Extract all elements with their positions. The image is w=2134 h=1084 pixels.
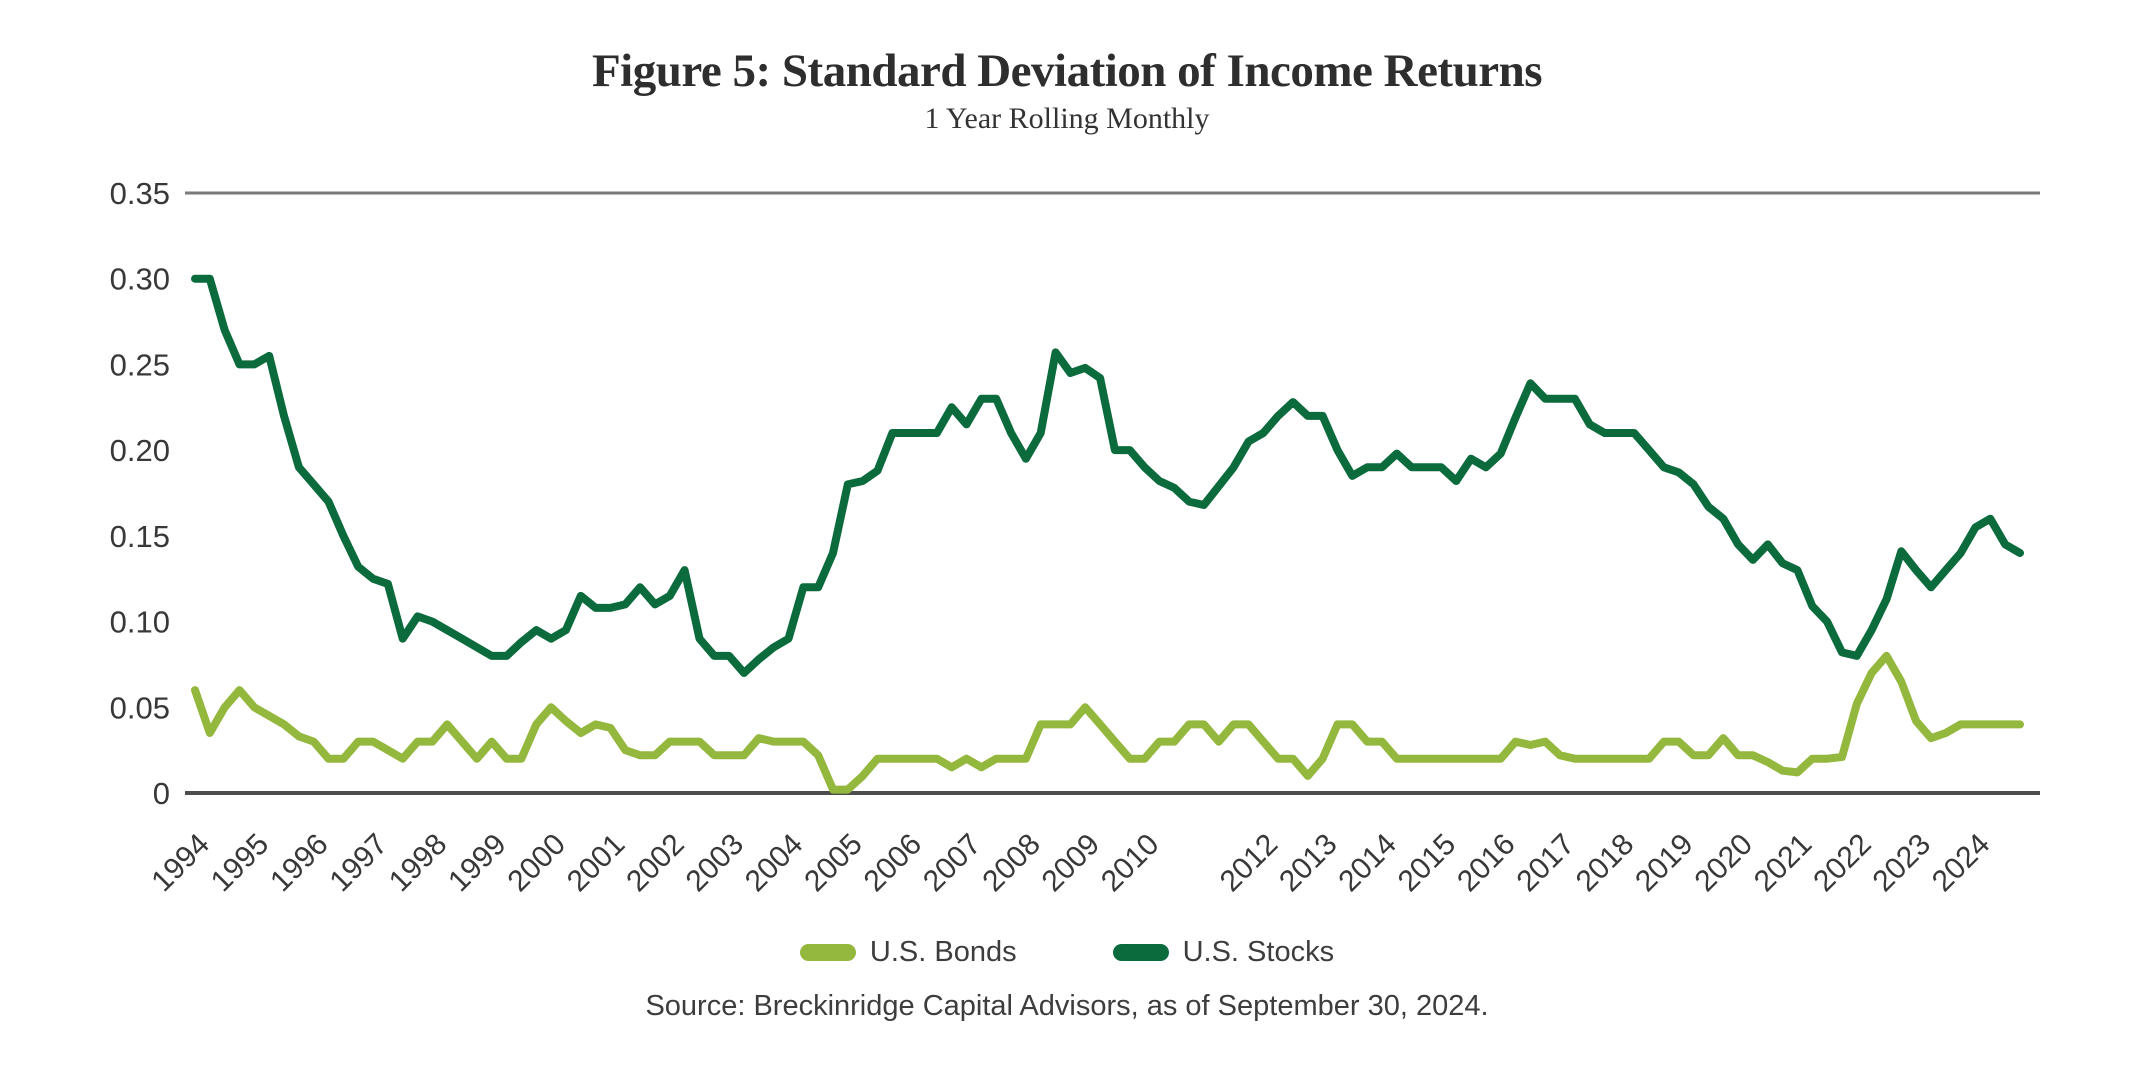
chart-subtitle: 1 Year Rolling Monthly: [924, 102, 1210, 135]
stocks-line-swatch-icon: [1112, 944, 1169, 961]
x-tick-label: 1995: [205, 828, 276, 899]
y-tick-label: 0.10: [110, 605, 170, 640]
x-tick-label: 2005: [798, 828, 869, 899]
legend-item-bonds: U.S. Bonds: [799, 936, 1017, 969]
x-tick-label: 2023: [1867, 828, 1938, 899]
x-tick-label: 2001: [561, 828, 632, 899]
x-tick-label: 2020: [1689, 828, 1760, 899]
x-tick-label: 2022: [1807, 828, 1878, 899]
bonds-line-swatch-icon: [799, 944, 856, 961]
x-tick-label: 2000: [502, 828, 573, 899]
x-tick-label: 2024: [1926, 828, 1997, 899]
x-tick-label: 1998: [383, 828, 454, 899]
chart-title: Figure 5: Standard Deviation of Income R…: [591, 45, 1543, 97]
x-tick-label: 2015: [1392, 828, 1463, 899]
chart-legend: U.S. Bonds U.S. Stocks: [0, 936, 2134, 969]
x-tick-label: 2004: [739, 828, 810, 899]
x-tick-label: 2009: [1036, 828, 1107, 899]
u-s-bonds-line: [191, 651, 2024, 794]
x-tick-label: 2007: [917, 828, 988, 899]
u-s-stocks-line: [191, 274, 2024, 677]
legend-item-stocks: U.S. Stocks: [1112, 936, 1335, 969]
x-tick-label: 2018: [1570, 828, 1641, 899]
x-tick-label: 2016: [1451, 828, 1522, 899]
x-tick-label: 2012: [1214, 828, 1285, 899]
x-tick-label: 2010: [1095, 828, 1166, 899]
x-tick-label: 2021: [1748, 828, 1819, 899]
x-tick-label: 1997: [323, 828, 394, 899]
legend-label-bonds: U.S. Bonds: [869, 936, 1017, 968]
source-attribution: Source: Breckinridge Capital Advisors, a…: [645, 990, 1489, 1022]
x-tick-label: 1999: [442, 828, 513, 899]
x-tick-label: 2006: [858, 828, 929, 899]
y-tick-label: 0.05: [110, 690, 170, 725]
x-tick-label: 1994: [145, 828, 216, 899]
x-tick-label: 1996: [264, 828, 335, 899]
legend-label-stocks: U.S. Stocks: [1182, 936, 1335, 968]
y-tick-label: 0: [153, 776, 170, 811]
y-tick-label: 0.35: [110, 176, 170, 211]
x-tick-label: 2002: [620, 828, 691, 899]
x-tick-label: 2017: [1510, 828, 1581, 899]
x-tick-label: 2014: [1332, 828, 1403, 899]
y-tick-label: 0.20: [110, 433, 170, 468]
y-tick-label: 0.15: [110, 519, 170, 554]
y-tick-label: 0.25: [110, 347, 170, 382]
x-tick-label: 2013: [1273, 828, 1344, 899]
x-tick-label: 2008: [976, 828, 1047, 899]
y-tick-label: 0.30: [110, 262, 170, 297]
x-tick-label: 2019: [1629, 828, 1700, 899]
x-tick-label: 2003: [680, 828, 751, 899]
